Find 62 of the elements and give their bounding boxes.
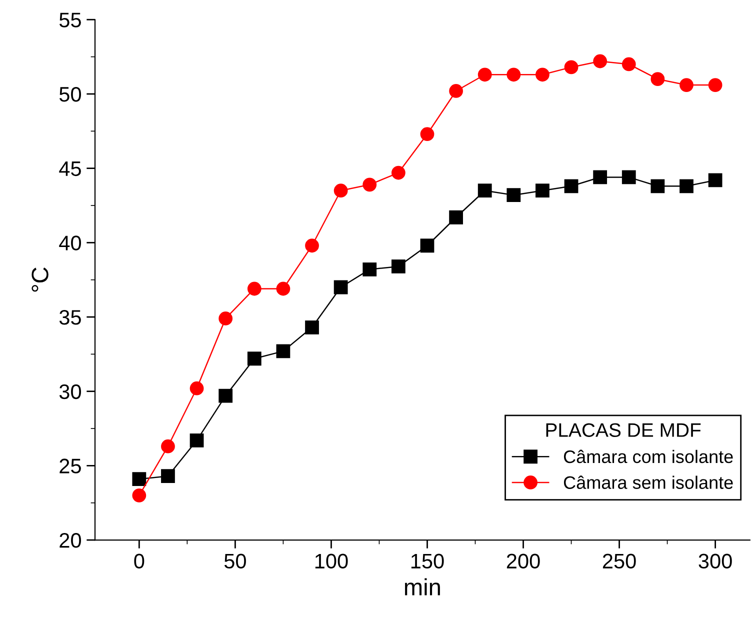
x-tick-label: 250 bbox=[602, 554, 636, 569]
y-tick-label: 50 bbox=[59, 86, 81, 102]
y-tick-label: 45 bbox=[59, 162, 81, 176]
legend-label: Câmara sem isolante bbox=[564, 476, 733, 489]
y-tick-label: 55 bbox=[59, 12, 81, 28]
point bbox=[593, 54, 608, 68]
point bbox=[305, 320, 319, 334]
x-tick-label: 100 bbox=[315, 554, 348, 569]
point bbox=[680, 78, 694, 92]
point bbox=[564, 60, 578, 74]
point bbox=[218, 312, 233, 326]
x-tick-label: 200 bbox=[506, 554, 540, 569]
point bbox=[506, 68, 521, 82]
x-tick-label: 150 bbox=[411, 554, 444, 569]
x-tick-label: 0 bbox=[134, 554, 144, 569]
point bbox=[449, 84, 463, 98]
point bbox=[391, 166, 406, 180]
y-tick-label: 30 bbox=[59, 384, 81, 400]
point bbox=[247, 282, 262, 296]
point bbox=[190, 433, 204, 448]
point bbox=[650, 179, 665, 194]
point bbox=[334, 280, 348, 294]
x-tick-label: 50 bbox=[224, 554, 246, 569]
point bbox=[478, 68, 492, 82]
y-tick-label: 35 bbox=[59, 310, 81, 325]
point bbox=[218, 388, 233, 403]
y-axis-title: °C bbox=[32, 267, 48, 292]
point bbox=[680, 179, 694, 194]
point bbox=[391, 259, 406, 274]
point bbox=[536, 184, 550, 198]
legend-label: Câmara com isolante bbox=[564, 450, 733, 464]
point bbox=[622, 170, 636, 184]
y-tick-label: 20 bbox=[60, 533, 81, 548]
point bbox=[506, 188, 521, 202]
point bbox=[478, 184, 492, 198]
x-axis-title: min bbox=[404, 578, 440, 596]
point bbox=[449, 210, 463, 224]
point bbox=[593, 170, 608, 184]
point bbox=[276, 344, 290, 358]
point bbox=[536, 68, 550, 82]
point bbox=[362, 262, 377, 276]
legend-title: PLACAS DE MDF bbox=[546, 423, 701, 437]
point bbox=[276, 282, 290, 296]
point bbox=[190, 381, 204, 396]
y-tick-label: 40 bbox=[59, 236, 81, 250]
point bbox=[420, 238, 434, 253]
point bbox=[132, 488, 146, 502]
point bbox=[161, 469, 175, 484]
point bbox=[650, 72, 665, 86]
point bbox=[334, 184, 348, 198]
point bbox=[420, 127, 434, 142]
point bbox=[132, 472, 146, 486]
point bbox=[305, 238, 319, 253]
point bbox=[362, 178, 377, 192]
point bbox=[161, 439, 175, 454]
x-tick-label: 300 bbox=[698, 554, 732, 569]
point bbox=[708, 173, 722, 188]
point bbox=[708, 78, 722, 92]
point bbox=[564, 179, 578, 194]
point bbox=[247, 352, 262, 366]
point bbox=[622, 57, 636, 72]
y-tick-label: 25 bbox=[60, 458, 81, 474]
